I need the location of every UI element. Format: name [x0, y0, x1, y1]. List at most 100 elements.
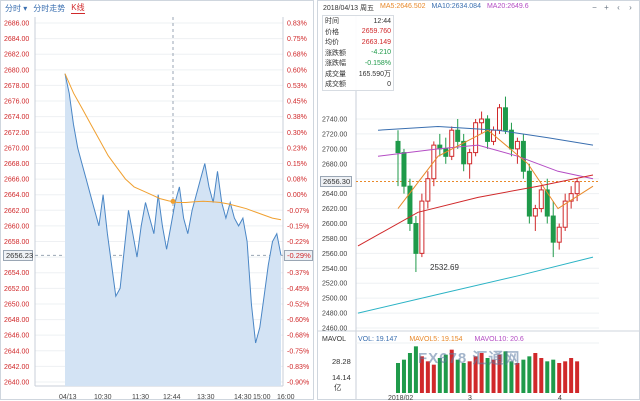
- candle-body: [479, 118, 485, 124]
- tooltip-row: 涨跌额 -4.210: [323, 48, 393, 59]
- candle-body: [526, 170, 532, 217]
- tooltip-row: 涨跌幅 -0.158%: [323, 58, 393, 69]
- pct-tick-label: 0.38%: [287, 114, 307, 121]
- tooltip-row: 均价 2663.149: [323, 37, 393, 48]
- tab-kline[interactable]: K线: [71, 3, 85, 14]
- right-icon[interactable]: ›: [629, 3, 632, 12]
- volume-bar: [485, 358, 490, 393]
- pct-tick-label: -0.90%: [287, 380, 309, 387]
- price-tick-label: 2520.00: [322, 281, 347, 288]
- volume-bar: [425, 361, 430, 393]
- volume-bar: [575, 361, 580, 393]
- candle-body: [508, 129, 514, 150]
- volume-bar: [437, 358, 442, 393]
- price-tick-label: 2662.00: [4, 208, 29, 215]
- ma20-name: MA20:: [486, 3, 508, 10]
- tooltip-value: 2663.149: [361, 38, 391, 46]
- left-icon[interactable]: ‹: [617, 3, 620, 12]
- volume-bar: [401, 359, 406, 393]
- plus-icon[interactable]: +: [604, 3, 609, 12]
- time-tick-label: 10:30: [94, 394, 112, 401]
- tooltip-row: 成交额 0: [323, 79, 393, 90]
- price-tick-label: 2480.00: [322, 311, 347, 318]
- price-tick-label: 2600.00: [322, 221, 347, 228]
- time-tick-label: 13:30: [197, 394, 215, 401]
- pct-tick-label: -0.22%: [287, 239, 309, 246]
- ma5-legend: MA5:2646.502: [380, 3, 426, 13]
- volume-bar: [515, 363, 520, 393]
- volume-bar: [527, 356, 532, 393]
- candle-body: [425, 178, 431, 202]
- price-tick-label: 2676.00: [4, 99, 29, 106]
- date-tick-label: 4: [558, 395, 562, 401]
- candle-body: [532, 208, 538, 217]
- time-tick-label: 16:00: [277, 394, 295, 401]
- mavol10-value: MAVOL10: 20.6: [474, 335, 524, 343]
- price-tick-label: 2642.00: [4, 364, 29, 371]
- vol-tick: 28.28: [332, 357, 351, 366]
- volume-bar: [551, 359, 556, 393]
- ma10-name: MA10:: [431, 3, 452, 10]
- tooltip-key: 成交额: [325, 81, 346, 89]
- minus-icon[interactable]: −: [592, 3, 597, 12]
- pct-tick-label: -0.15%: [287, 223, 309, 230]
- price-area: [65, 73, 281, 386]
- volume-bar: [491, 359, 496, 393]
- tab-timeshare-trend[interactable]: 分时走势: [33, 3, 66, 13]
- volume-bar: [539, 358, 544, 393]
- pct-tick-label: -0.45%: [287, 286, 309, 293]
- pct-tick-label: 0.75%: [287, 36, 307, 43]
- pct-tick-label: 0.00%: [287, 192, 307, 199]
- chart-tab-bar: 分时 ▾ 分时走势 K线: [1, 1, 85, 15]
- ma-curve: [357, 256, 594, 314]
- pct-tick-label: -0.37%: [287, 270, 309, 277]
- price-tick-label: 2648.00: [4, 317, 29, 324]
- pct-tick-label: 0.30%: [287, 130, 307, 137]
- tab-timeshare-label: 分时: [5, 3, 21, 13]
- pct-tick-label: -0.60%: [287, 317, 309, 324]
- tooltip-key: 时间: [325, 18, 339, 26]
- time-tick-label: 12:44: [163, 394, 181, 401]
- volume-bar: [563, 361, 568, 393]
- kline-chart[interactable]: 2740.002720.002700.002680.002660.002640.…: [318, 1, 640, 401]
- volume-bar: [479, 353, 484, 393]
- price-tick-label: 2670.00: [4, 145, 29, 152]
- volume-bar: [396, 363, 400, 393]
- price-tick-label: 2740.00: [322, 117, 347, 124]
- price-tick-label: 2720.00: [322, 131, 347, 138]
- tooltip-value: 12:44: [373, 17, 391, 25]
- date-tick-label: 3: [468, 395, 472, 401]
- volume-bar: [473, 356, 478, 393]
- volume-bar: [413, 346, 418, 393]
- kline-panel: 2740.002720.002700.002680.002660.002640.…: [317, 0, 640, 401]
- tab-timeshare[interactable]: 分时 ▾: [5, 3, 27, 14]
- candle-body: [502, 107, 508, 131]
- volume-bar: [533, 353, 538, 393]
- pct-tick-label: -0.52%: [287, 301, 309, 308]
- ma-curve: [397, 129, 594, 210]
- price-tick-label: 2664.00: [4, 192, 29, 199]
- tooltip-row: 时间 12:44: [323, 16, 393, 27]
- volume-bar: [407, 353, 412, 393]
- price-tick-label: 2500.00: [322, 296, 347, 303]
- chevron-down-icon: ▾: [21, 3, 28, 13]
- volume-legend: MAVOL VOL: 19.147 MAVOL5: 19.154 MAVOL10…: [322, 335, 637, 343]
- candle-body: [556, 226, 562, 243]
- volume-bar: [467, 361, 472, 393]
- vol-unit: 亿: [334, 383, 342, 392]
- volume-bar: [521, 359, 526, 393]
- time-tick-label: 15:00: [253, 394, 271, 401]
- candle-body: [407, 185, 413, 225]
- ma-curve: [377, 125, 594, 146]
- current-price-box: 2656.30: [320, 176, 352, 187]
- price-tick-label: 2680.00: [4, 67, 29, 74]
- volume-bar: [455, 359, 460, 393]
- price-tick-label: 2640.00: [322, 191, 347, 198]
- volume-bar: [509, 361, 514, 393]
- candle-body: [419, 200, 425, 254]
- candle-body: [544, 189, 550, 217]
- price-tick-label: 2580.00: [322, 236, 347, 243]
- intraday-chart[interactable]: 2686.00 0.83% 2684.00 0.75% 2682.00 0.68% 2680…: [1, 1, 315, 401]
- pct-tick-label: 0.83%: [287, 21, 307, 28]
- tooltip-value: 2659.760: [361, 28, 391, 36]
